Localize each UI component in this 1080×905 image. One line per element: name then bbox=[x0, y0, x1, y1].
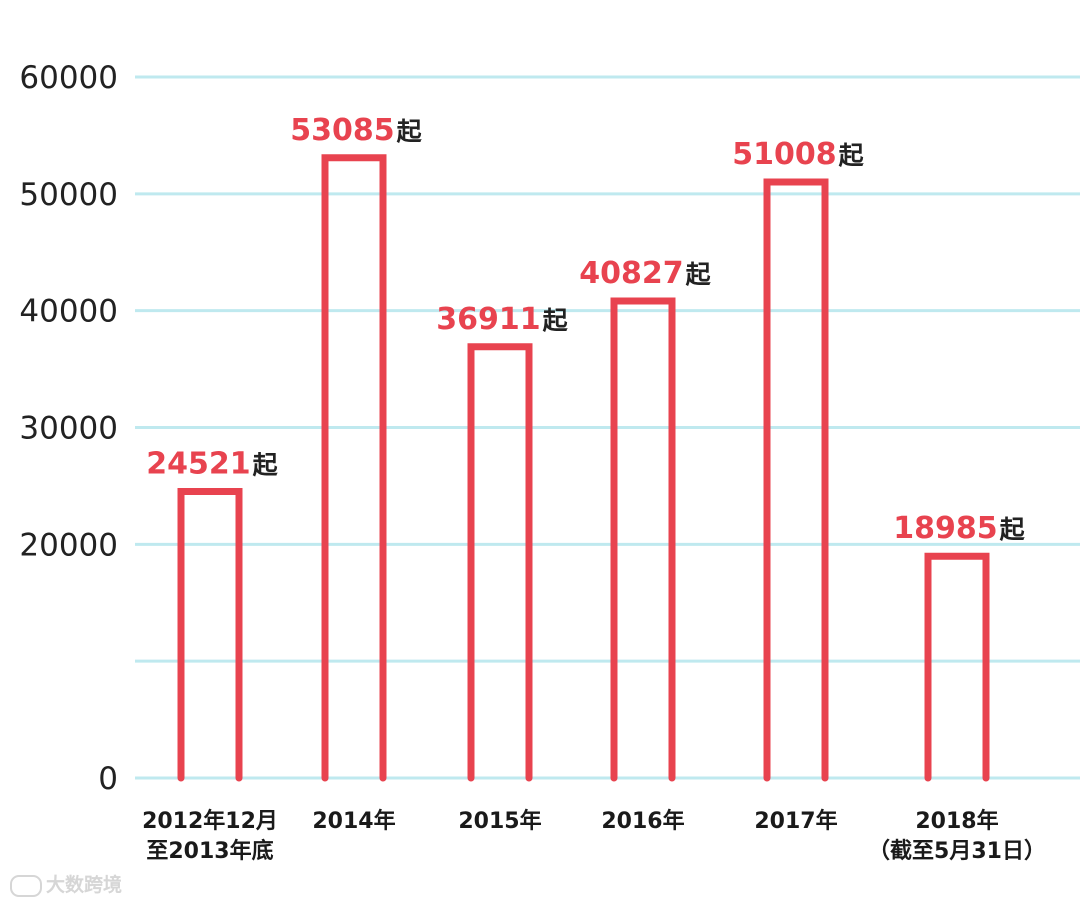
y-tick-label: 30000 bbox=[19, 411, 118, 447]
y-tick-label: 40000 bbox=[19, 294, 118, 330]
bar bbox=[177, 488, 243, 782]
value-label: 40827起 bbox=[579, 256, 711, 291]
y-axis-tick-labels: 0 20000 30000 40000 50000 60000 bbox=[19, 60, 118, 797]
value-label: 36911起 bbox=[436, 302, 568, 337]
bars bbox=[177, 154, 990, 782]
value-label-number: 53085 bbox=[290, 113, 394, 148]
category-label: 至2013年底 bbox=[146, 838, 273, 864]
value-label-unit: 起 bbox=[397, 117, 423, 146]
bar bbox=[763, 178, 829, 782]
value-label: 18985起 bbox=[893, 511, 1025, 546]
category-label: 2018年 bbox=[915, 808, 998, 834]
category-label: 2016年 bbox=[601, 808, 684, 834]
bar bbox=[924, 552, 990, 782]
value-label-number: 51008 bbox=[732, 137, 836, 172]
value-label-number: 24521 bbox=[146, 447, 250, 482]
bar bbox=[610, 297, 676, 782]
logo-icon bbox=[10, 874, 42, 897]
value-label-number: 18985 bbox=[893, 511, 997, 546]
value-label-unit: 起 bbox=[839, 141, 865, 170]
watermark: 大数跨境 bbox=[10, 870, 122, 897]
value-label-unit: 起 bbox=[253, 451, 279, 480]
bar bbox=[321, 154, 387, 782]
value-label-number: 36911 bbox=[436, 302, 540, 337]
y-tick-label: 0 bbox=[98, 761, 118, 797]
category-label: 2015年 bbox=[458, 808, 541, 834]
bar bbox=[467, 343, 533, 782]
value-label-unit: 起 bbox=[686, 260, 712, 289]
category-label: 2014年 bbox=[312, 808, 395, 834]
category-label: 2012年12月 bbox=[142, 808, 278, 834]
grid-lines bbox=[135, 75, 1080, 780]
value-label: 24521起 bbox=[146, 447, 278, 482]
value-label: 53085起 bbox=[290, 113, 422, 148]
value-label-number: 40827 bbox=[579, 256, 683, 291]
value-label-unit: 起 bbox=[543, 306, 569, 335]
category-label: 2017年 bbox=[754, 808, 837, 834]
y-tick-label: 20000 bbox=[19, 527, 118, 563]
value-label: 51008起 bbox=[732, 137, 864, 172]
watermark-text: 大数跨境 bbox=[46, 874, 123, 896]
y-tick-label: 50000 bbox=[19, 177, 118, 213]
value-label-unit: 起 bbox=[1000, 515, 1026, 544]
category-label: （截至5月31日） bbox=[868, 839, 1046, 864]
y-tick-label: 60000 bbox=[19, 60, 118, 96]
